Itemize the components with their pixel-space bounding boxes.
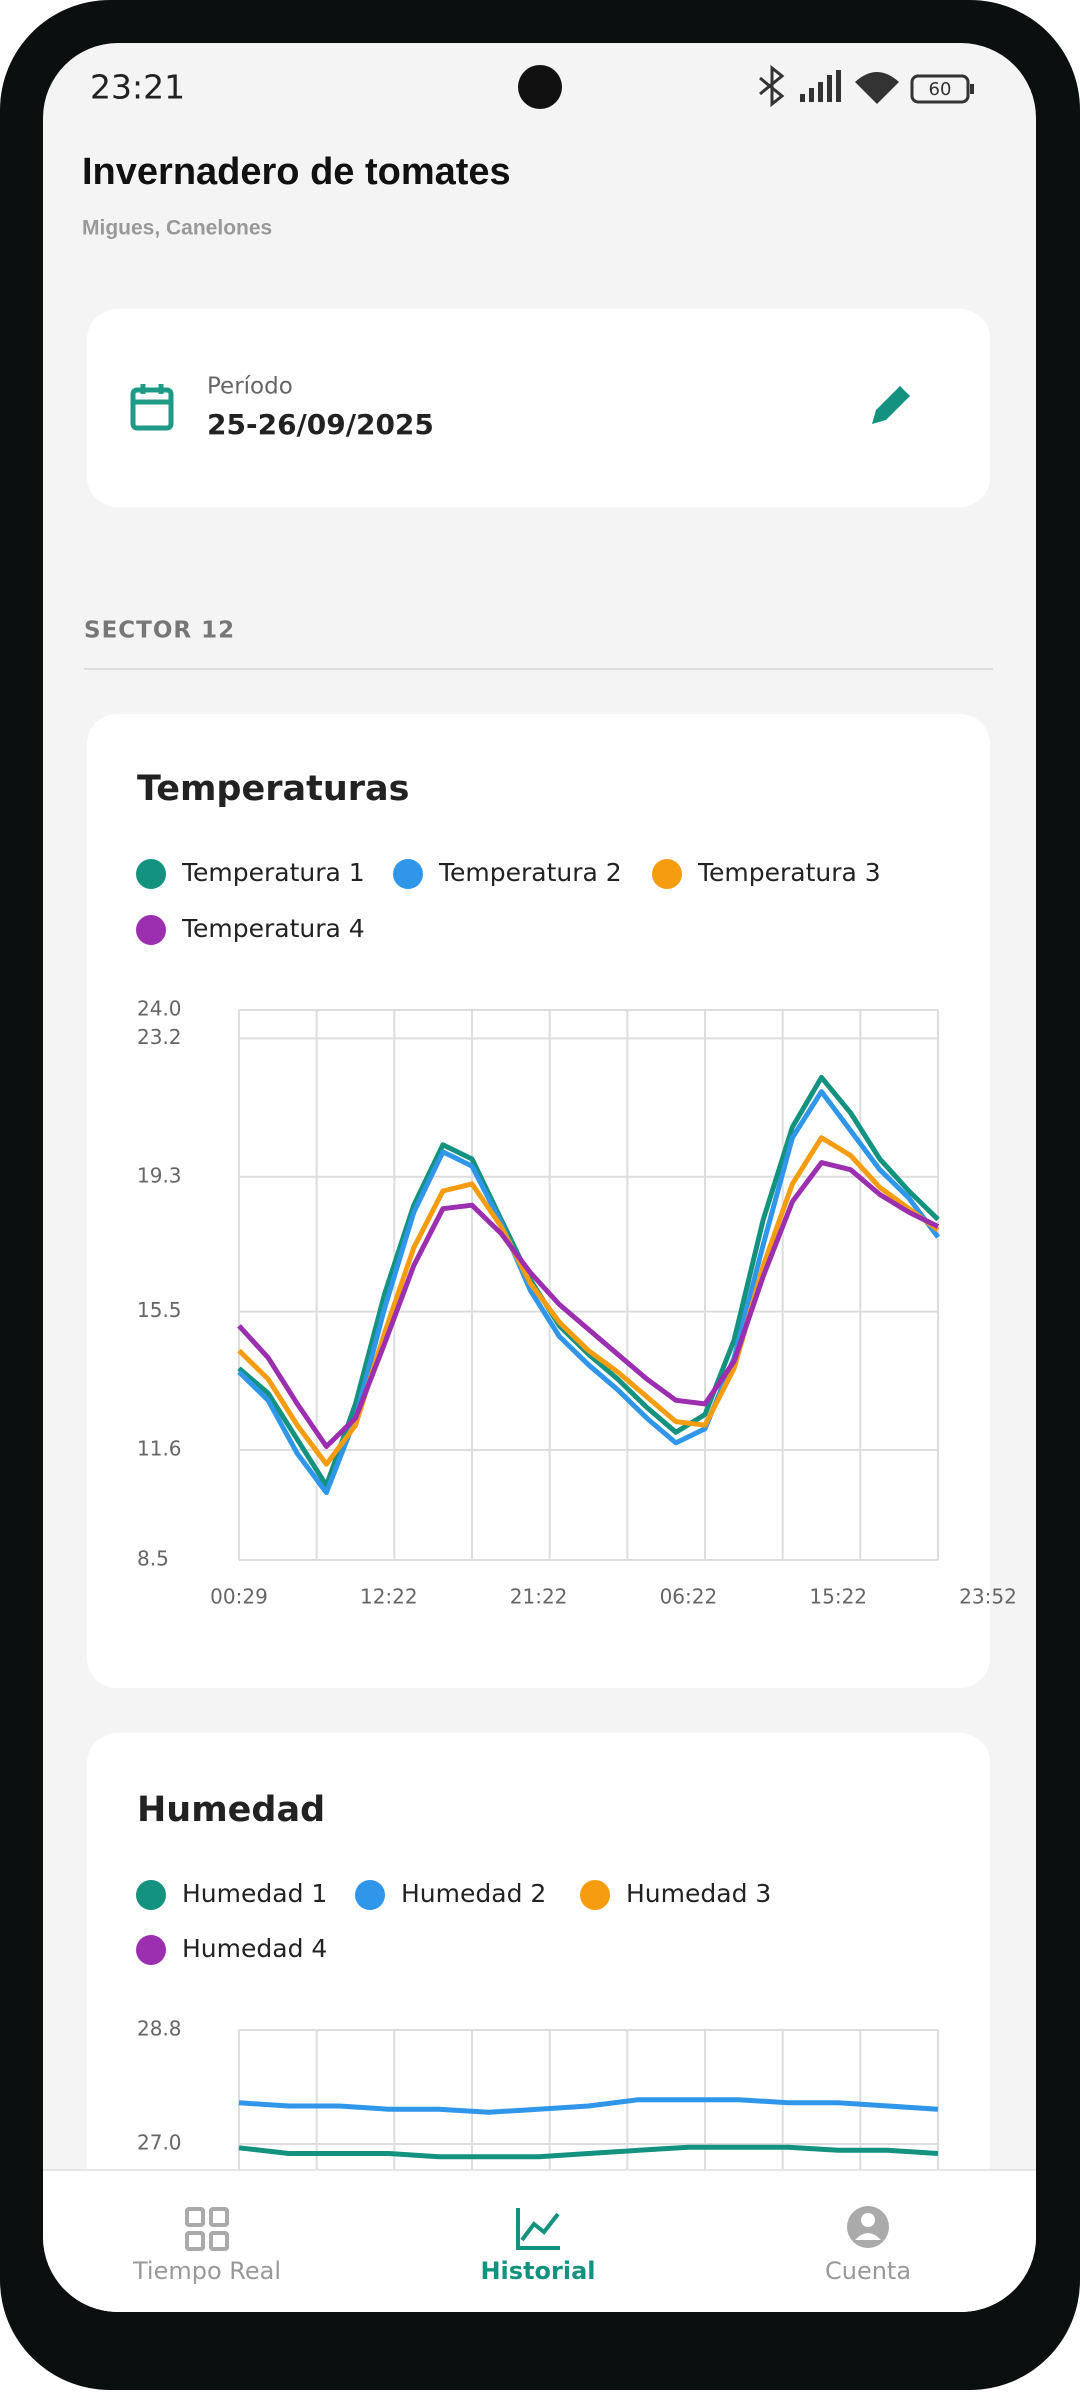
data-line: [237, 1135, 940, 1467]
y-tick-label: 8.5: [137, 1547, 169, 1571]
period-card[interactable]: [87, 309, 990, 507]
status-icons: 60: [759, 64, 974, 108]
legend-swatch: [393, 859, 423, 889]
legend-swatch: [136, 915, 166, 945]
edit-button[interactable]: [872, 386, 910, 424]
period-value: 25-26/09/2025: [207, 408, 434, 441]
nav-item[interactable]: Tiempo Real: [132, 2257, 281, 2285]
legend-swatch: [136, 859, 166, 889]
battery-level: 60: [929, 79, 952, 100]
nav-icon: [847, 2206, 889, 2248]
legend-swatch: [580, 1880, 610, 1910]
section-title: SECTOR 12: [84, 618, 235, 644]
legend-swatch: [136, 1935, 166, 1965]
data-line: [238, 2144, 939, 2160]
legend-label: Temperatura 3: [697, 858, 881, 887]
legend-swatch: [652, 859, 682, 889]
legend-label: Humedad 2: [401, 1879, 546, 1908]
y-tick-label: 27.0: [137, 2131, 182, 2155]
y-tick-label: 11.6: [137, 1437, 182, 1461]
x-tick-label: 23:52: [959, 1585, 1017, 1609]
status-time: 23:21: [90, 68, 185, 107]
data-line: [238, 2097, 939, 2115]
y-tick-label: 15.5: [137, 1298, 182, 1322]
legend-label: Temperatura 4: [181, 914, 365, 943]
legend-swatch: [136, 1880, 166, 1910]
page-subtitle: Migues, Canelones: [82, 217, 272, 240]
period-label: Período: [207, 374, 293, 400]
page-title: Invernadero de tomates: [82, 151, 511, 193]
x-tick-label: 21:22: [510, 1585, 568, 1609]
legend-label: Humedad 1: [182, 1879, 327, 1908]
legend-label: Humedad 4: [182, 1934, 327, 1963]
legend-swatch: [355, 1880, 385, 1910]
y-tick-label: 24.0: [137, 997, 182, 1021]
x-tick-label: 00:29: [210, 1585, 268, 1609]
y-tick-label: 28.8: [137, 2017, 182, 2041]
nav-bar: [43, 2170, 1036, 2312]
nav-item[interactable]: Historial: [480, 2257, 595, 2285]
x-tick-label: 15:22: [809, 1585, 867, 1609]
camera: [518, 65, 562, 109]
data-line: [237, 1160, 940, 1449]
nav-icon: [516, 2208, 560, 2250]
y-tick-label: 23.2: [137, 1025, 182, 1049]
x-tick-label: 12:22: [360, 1585, 418, 1609]
x-tick-label: 06:22: [660, 1585, 718, 1609]
chart-title: Humedad: [137, 1790, 325, 1830]
screen: 23:21 60 Invernadero de tomates Migues, …: [43, 43, 1036, 2312]
data-line: [237, 1074, 940, 1488]
calendar-icon: [130, 384, 174, 431]
legend-label: Temperatura 2: [438, 858, 622, 887]
nav-icon: [185, 2207, 229, 2251]
y-tick-label: 19.3: [137, 1163, 182, 1187]
legend-label: Humedad 3: [626, 1879, 771, 1908]
bottom-nav: Tiempo Real Historial Cuenta: [43, 2169, 1036, 2312]
legend-label: Temperatura 1: [181, 858, 365, 887]
chart-title: Temperaturas: [137, 769, 409, 809]
nav-item[interactable]: Cuenta: [825, 2257, 911, 2285]
